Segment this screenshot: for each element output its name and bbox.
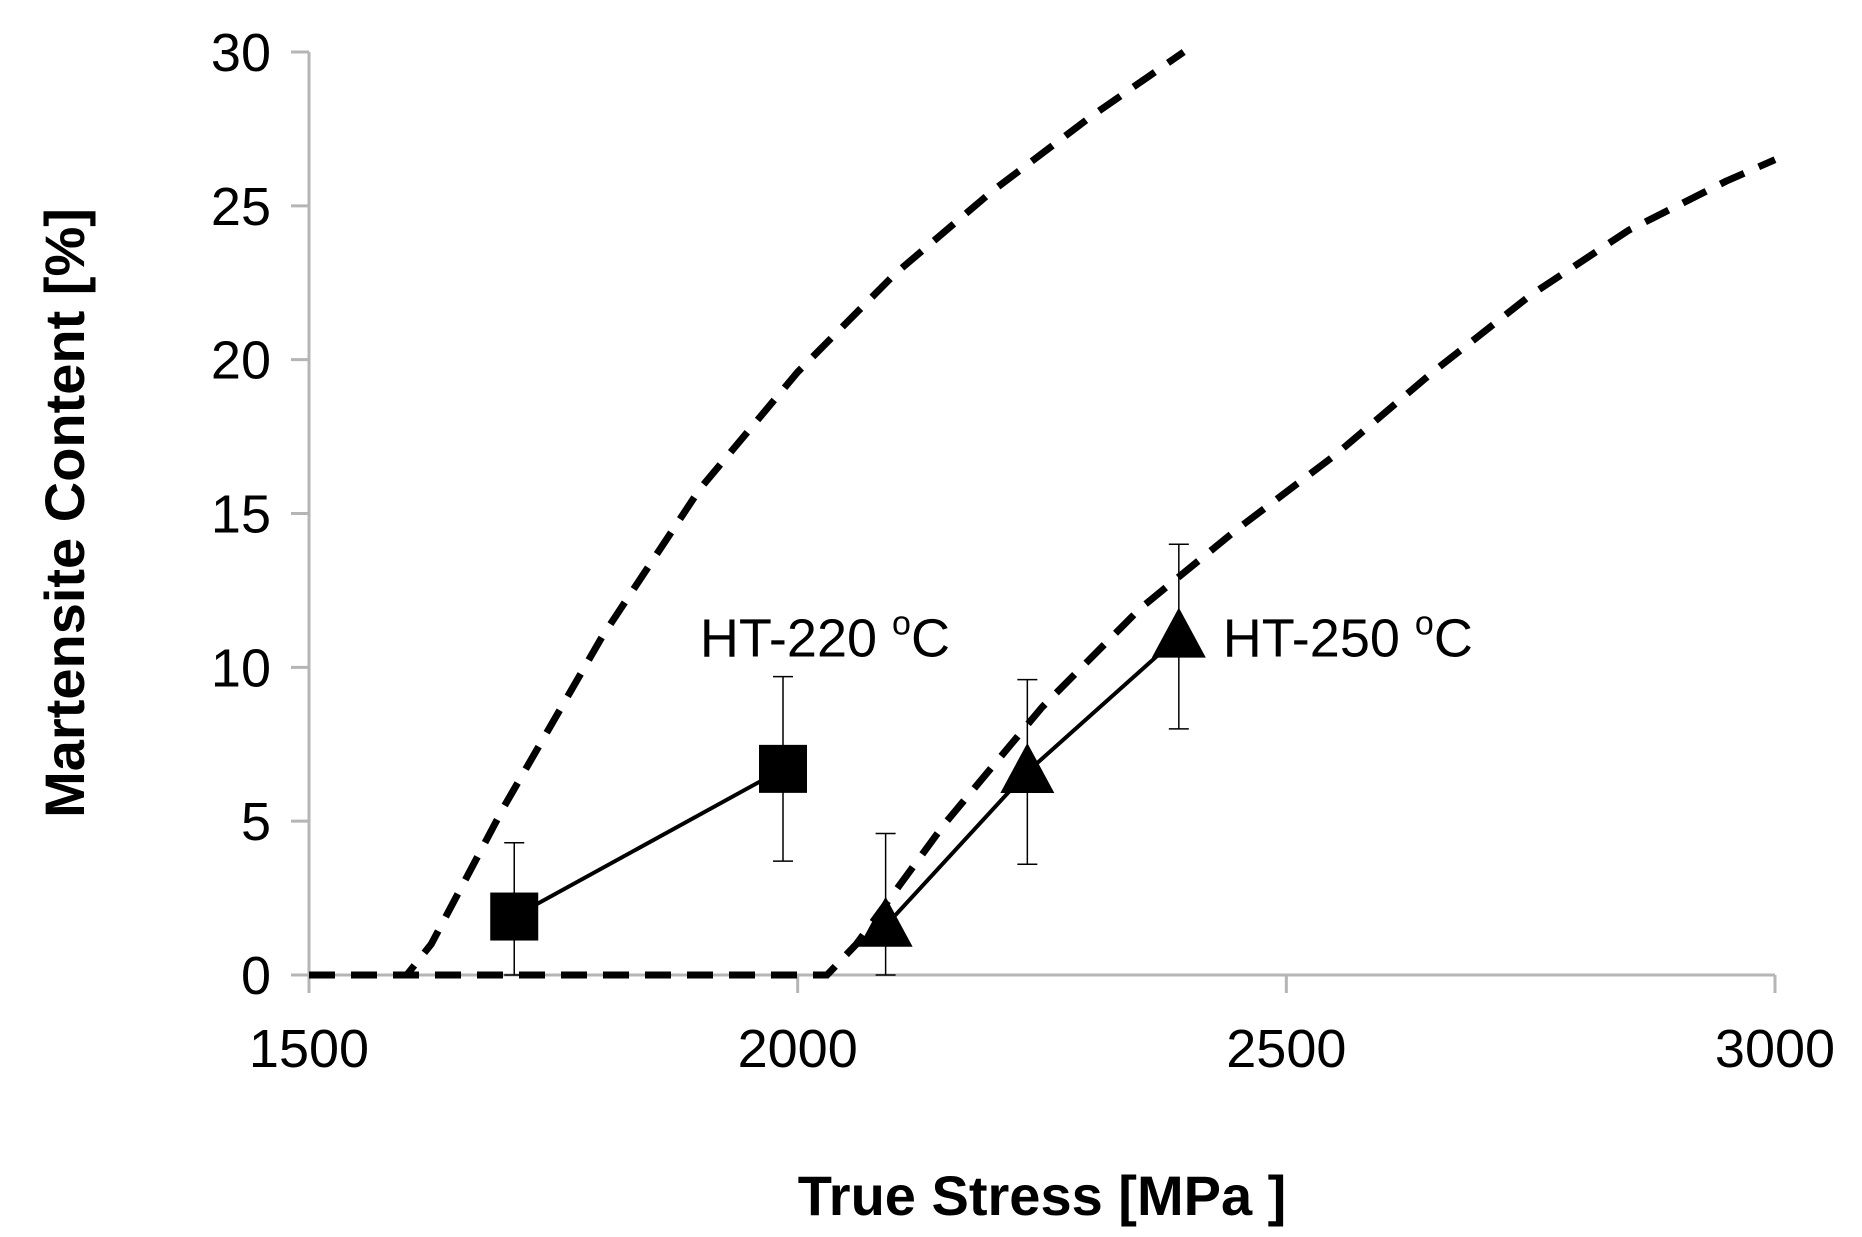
x-tick-label: 2500 — [1226, 1019, 1346, 1079]
y-tick-label: 25 — [211, 177, 271, 237]
series-labels: HT-220 oC HT-250 oC — [700, 605, 1473, 669]
series-label-unit: C — [1434, 609, 1473, 669]
series-label-text: HT-250 — [1223, 609, 1415, 669]
x-tick-label: 2000 — [738, 1019, 858, 1079]
y-tick-label: 5 — [241, 792, 271, 852]
y-tick-label: 10 — [211, 638, 271, 698]
axis-ticks: 0 5 10 15 20 25 30 1500 2000 2500 3000 — [211, 23, 1835, 1079]
data-point-square — [490, 892, 539, 941]
x-tick-label: 3000 — [1715, 1019, 1835, 1079]
series-label: HT-250 oC — [1223, 605, 1473, 669]
data-point-square — [759, 744, 808, 793]
y-tick-label: 0 — [241, 946, 271, 1006]
model-curves — [309, 49, 1777, 979]
model-curve-dashed — [309, 156, 1777, 979]
x-axis-title: True Stress [MPa ] — [798, 1164, 1287, 1227]
y-axis-title: Martensite Content [%] — [33, 208, 96, 818]
data-point-triangle — [1151, 607, 1206, 658]
y-tick-label: 30 — [211, 23, 271, 83]
series-line — [513, 767, 784, 919]
y-tick-label: 20 — [211, 331, 271, 391]
series-label-unit: C — [911, 609, 950, 669]
series-label: HT-220 oC — [700, 605, 950, 669]
data-series — [490, 543, 1206, 976]
data-point-triangle — [858, 896, 913, 947]
y-tick-label: 15 — [211, 485, 271, 545]
series-label-superscript: o — [1415, 605, 1434, 643]
series-label-text: HT-220 — [700, 609, 892, 669]
series-label-superscript: o — [892, 605, 911, 643]
x-tick-label: 1500 — [249, 1019, 369, 1079]
model-curve-dashed — [309, 49, 1186, 979]
data-point-triangle — [1000, 742, 1055, 793]
